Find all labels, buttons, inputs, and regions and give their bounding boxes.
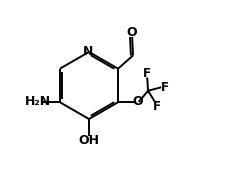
Text: F: F [153, 100, 161, 113]
Text: F: F [143, 67, 151, 80]
Text: OH: OH [79, 134, 99, 147]
Text: N: N [83, 44, 93, 57]
Text: O: O [127, 26, 138, 39]
Text: O: O [132, 95, 143, 108]
Text: F: F [161, 81, 169, 94]
Text: H₂N: H₂N [25, 95, 50, 108]
